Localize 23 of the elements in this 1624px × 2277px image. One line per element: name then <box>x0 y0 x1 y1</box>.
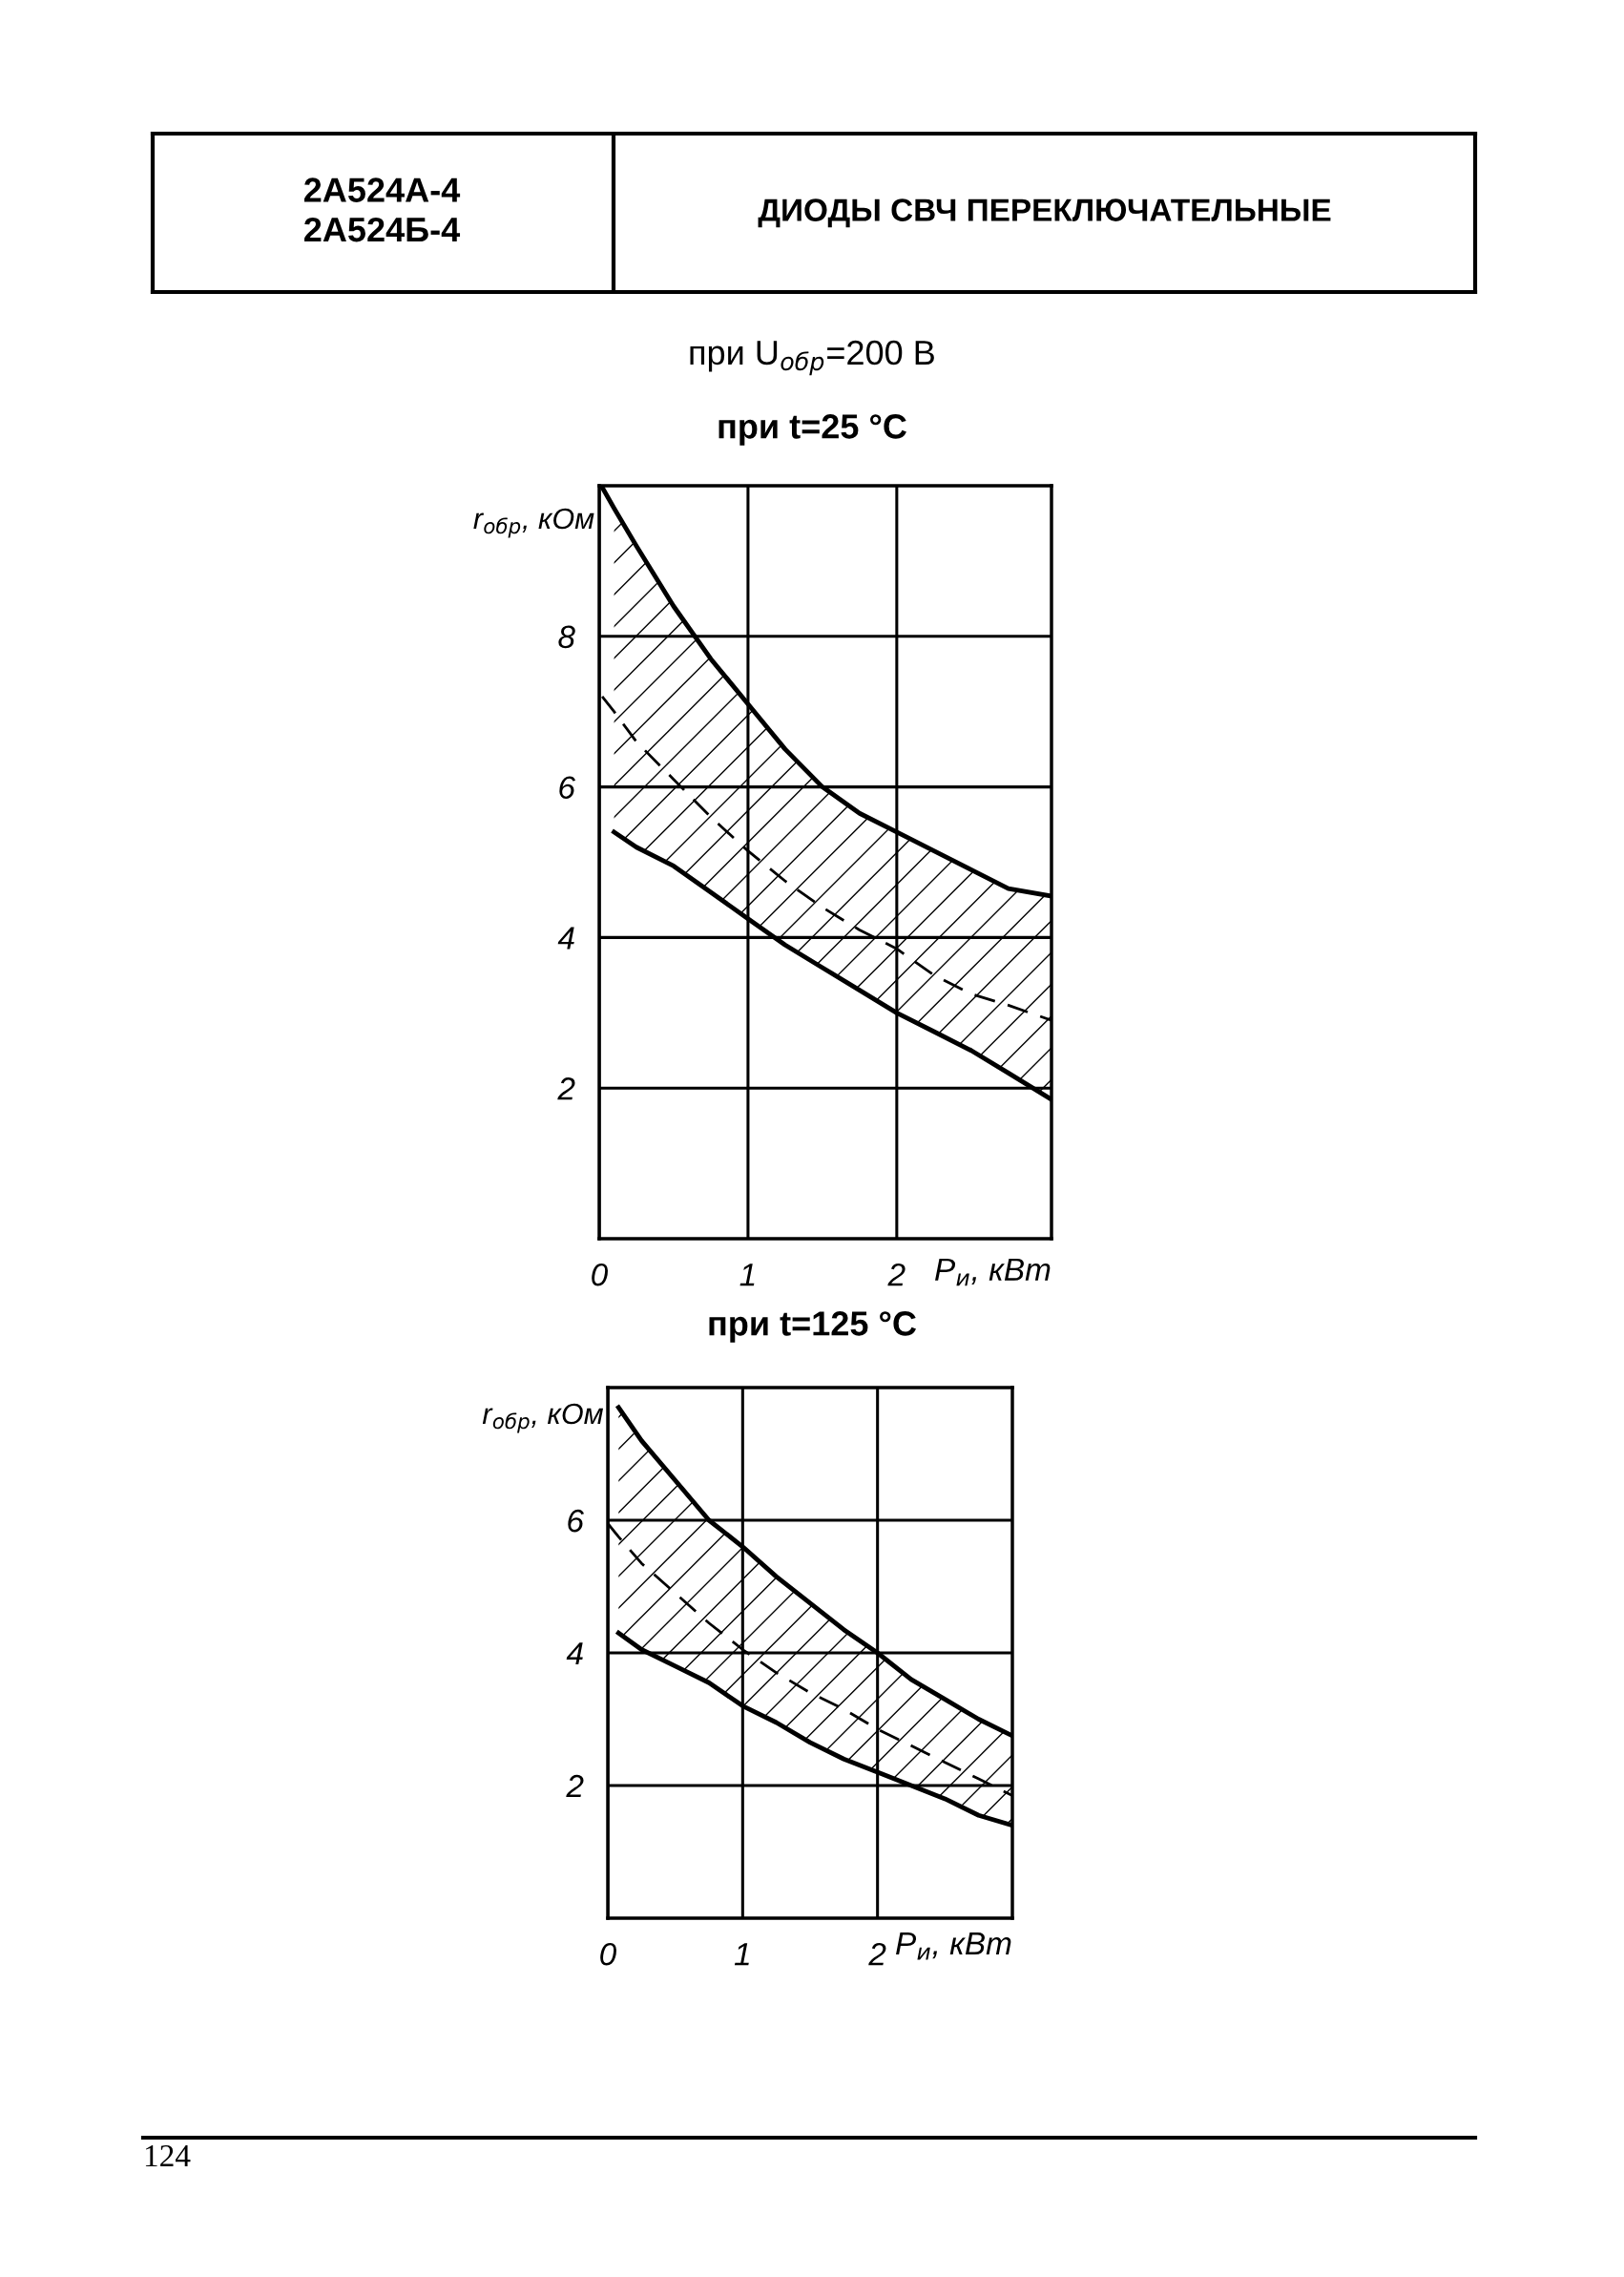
x-tick-label: 2 <box>868 1942 886 1966</box>
x-tick-label: 1 <box>734 1943 749 1966</box>
y-tick-label: 4 <box>566 1642 583 1665</box>
y-tick-label: 6 <box>559 776 575 800</box>
text: 124 <box>145 2144 191 2167</box>
y-tick-label: 2 <box>557 1077 575 1100</box>
chart-title: при t=25 °C <box>718 414 906 446</box>
x-axis-title: P$_{и}$, кВт <box>896 1932 1011 1960</box>
y-axis-title: r$_{обр}$, кОм <box>473 508 594 538</box>
x-tick-label: 0 <box>600 1942 616 1966</box>
x-axis-title: P$_{и}$, кВт <box>935 1258 1051 1286</box>
x-tick-label: 1 <box>739 1264 755 1286</box>
x-tick-label: 2 <box>887 1263 906 1286</box>
y-axis-title: r$_{обр}$, кОм <box>482 1403 604 1433</box>
text: 2А524А-4 2А524Б-4 <box>303 178 461 242</box>
y-tick-label: 4 <box>557 927 574 950</box>
y-tick-label: 6 <box>568 1509 584 1533</box>
x-tick-label: 0 <box>592 1263 608 1286</box>
chart-title: при t=125 °C <box>709 1311 917 1343</box>
chart-subtitle: при U$_{обр}$=200 В <box>690 340 934 376</box>
y-tick-label: 2 <box>566 1774 584 1798</box>
text: ДИОДЫ СВЧ ПЕРЕКЛЮЧАТЕЛЬНЫЕ <box>758 198 1331 228</box>
y-tick-label: 8 <box>558 625 575 649</box>
